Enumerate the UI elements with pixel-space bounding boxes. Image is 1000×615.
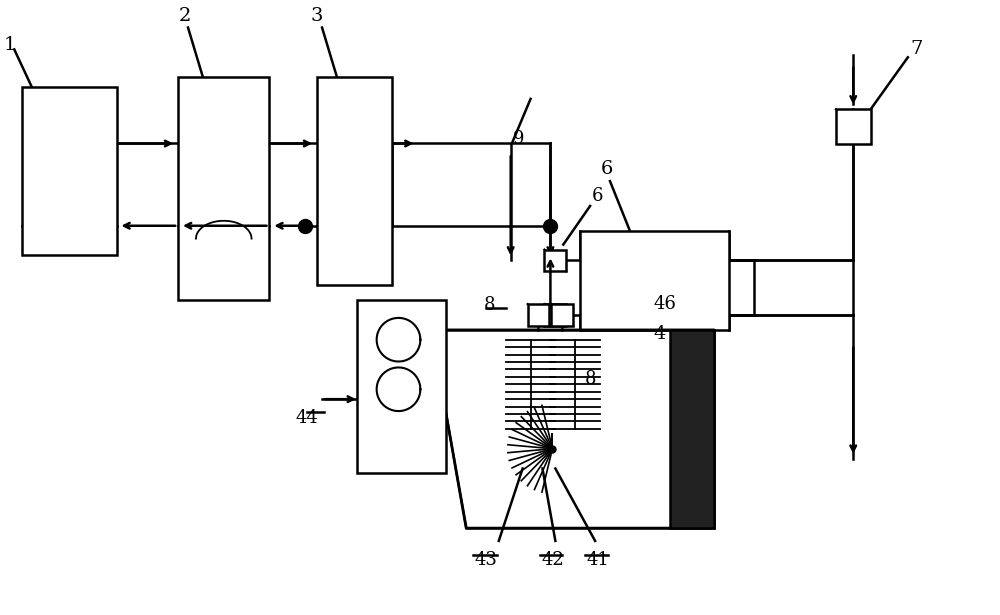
Text: 4: 4 bbox=[653, 325, 666, 343]
Polygon shape bbox=[431, 330, 714, 528]
Bar bbox=[551, 304, 573, 326]
Bar bbox=[670, 330, 714, 528]
Bar bbox=[317, 77, 392, 285]
Bar bbox=[528, 304, 549, 326]
Text: 46: 46 bbox=[653, 295, 676, 313]
Text: 9: 9 bbox=[513, 130, 524, 148]
Text: 8: 8 bbox=[484, 296, 495, 314]
Text: 1: 1 bbox=[4, 36, 16, 54]
Text: 42: 42 bbox=[541, 551, 564, 569]
Bar bbox=[544, 250, 566, 271]
Text: 7: 7 bbox=[911, 41, 923, 58]
Bar bbox=[836, 109, 871, 144]
Text: 3: 3 bbox=[311, 7, 323, 25]
Bar bbox=[544, 304, 566, 326]
Text: 6: 6 bbox=[592, 187, 604, 205]
Bar bbox=[357, 300, 446, 474]
Text: 8: 8 bbox=[585, 370, 597, 388]
Text: 6: 6 bbox=[601, 161, 613, 178]
Bar bbox=[22, 87, 117, 255]
Bar bbox=[580, 231, 729, 330]
Text: 43: 43 bbox=[474, 551, 497, 569]
Text: 41: 41 bbox=[587, 551, 610, 569]
Text: 2: 2 bbox=[179, 7, 191, 25]
Text: 44: 44 bbox=[296, 409, 319, 427]
Bar bbox=[178, 77, 269, 300]
